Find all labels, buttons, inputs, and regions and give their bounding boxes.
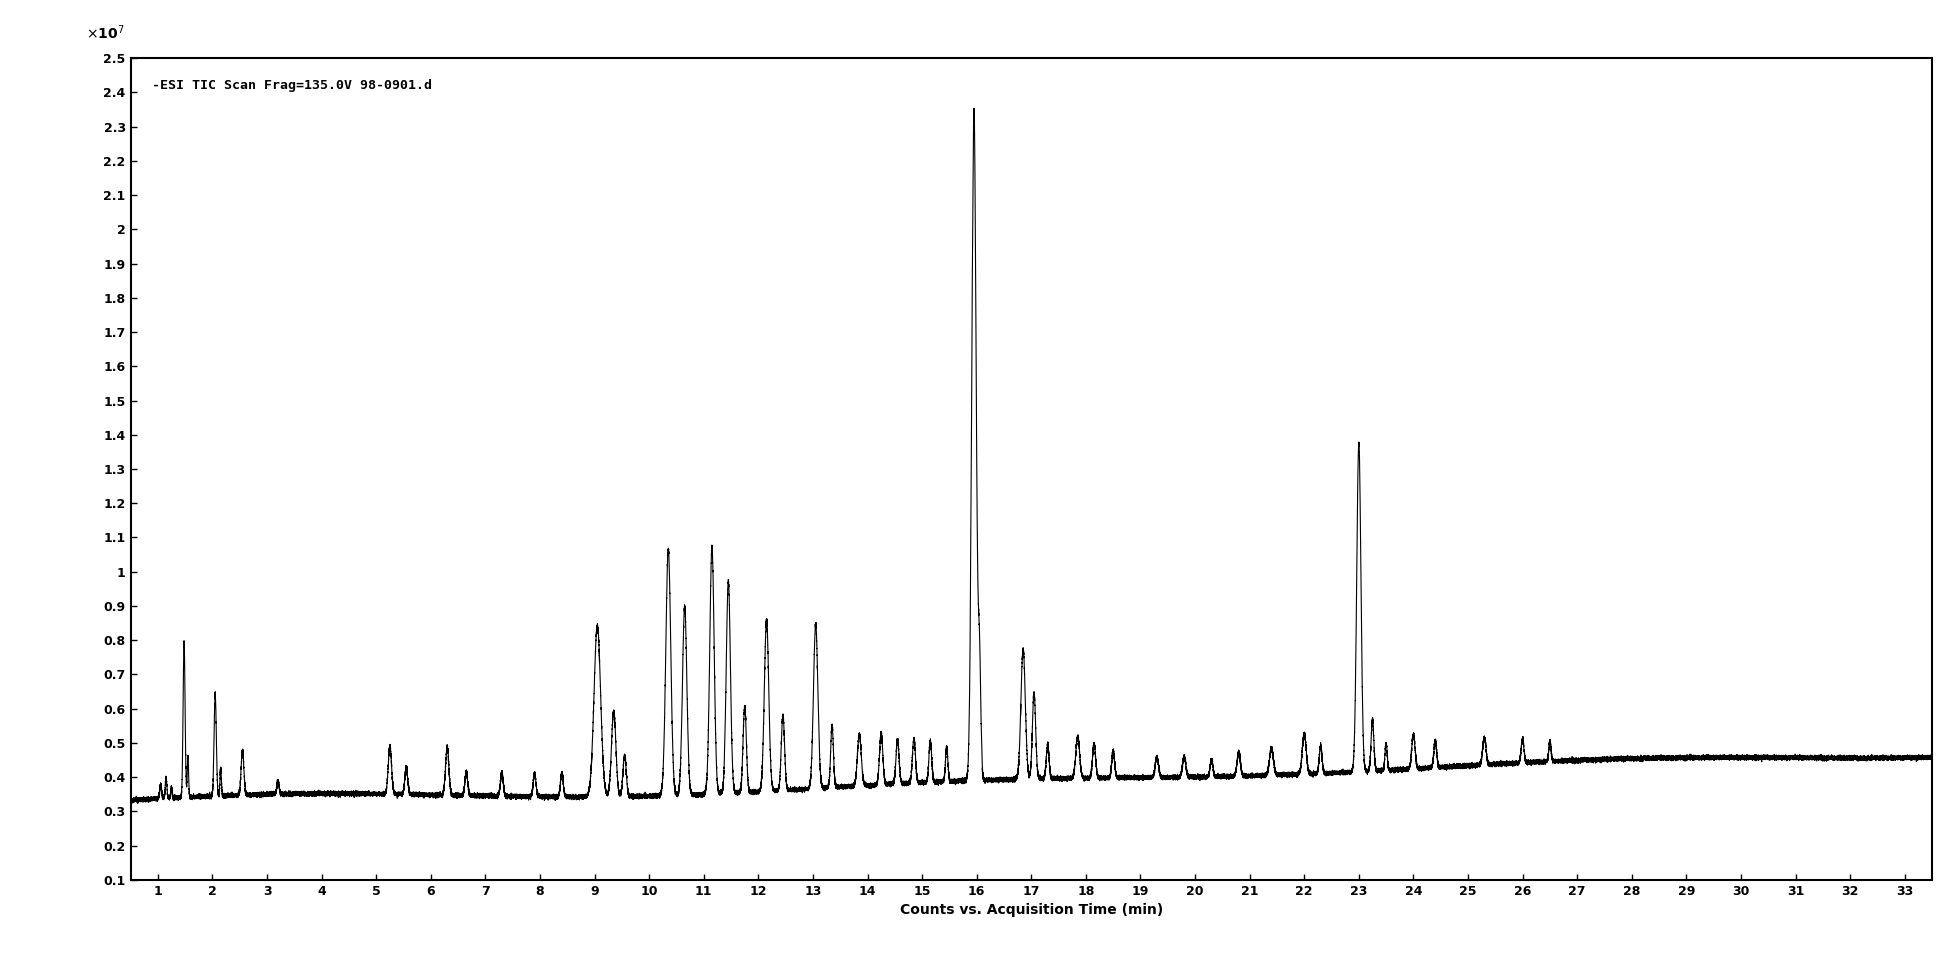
X-axis label: Counts vs. Acquisition Time (min): Counts vs. Acquisition Time (min) [900, 903, 1162, 918]
Text: $\times$10$^7$: $\times$10$^7$ [86, 23, 125, 42]
Text: -ESI TIC Scan Frag=135.0V 98-0901.d: -ESI TIC Scan Frag=135.0V 98-0901.d [152, 79, 432, 92]
